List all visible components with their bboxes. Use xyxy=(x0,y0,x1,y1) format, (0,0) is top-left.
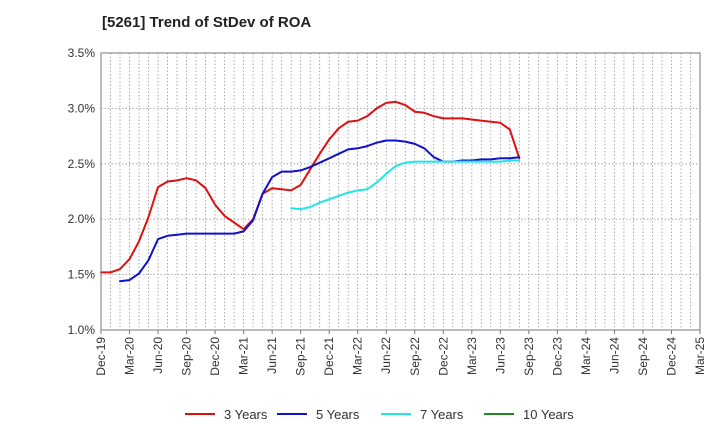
y-tick-label: 2.0% xyxy=(68,212,96,226)
x-tick-label: Sep-20 xyxy=(180,337,194,376)
x-axis: Dec-19 Mar-20 Jun-20 Sep-20 Dec-20 Mar-21 Jun-… xyxy=(94,330,707,376)
plot-frame xyxy=(100,52,701,331)
chart-title: [5261] Trend of StDev of ROA xyxy=(102,14,311,31)
x-tick-label: Jun-21 xyxy=(265,337,279,374)
y-tick-label: 3.0% xyxy=(68,101,96,115)
legend-label-1: 3 Years xyxy=(224,407,268,422)
grid xyxy=(101,52,700,330)
x-tick-label: Mar-20 xyxy=(123,337,137,375)
x-tick-label: Jun-22 xyxy=(379,337,393,374)
x-tick-label: Mar-25 xyxy=(693,337,707,375)
x-tick-label: Jun-24 xyxy=(607,337,621,374)
series-lines xyxy=(100,100,521,283)
y-tick-label: 3.5% xyxy=(68,46,96,60)
x-tick-label: Mar-22 xyxy=(351,337,365,375)
legend: 3 Years 5 Years 7 Years 10 Years xyxy=(185,407,574,422)
x-tick-label: Sep-21 xyxy=(294,337,308,376)
legend-label-2: 5 Years xyxy=(316,407,360,422)
x-tick-label: Jun-23 xyxy=(493,337,507,374)
x-tick-label: Mar-23 xyxy=(465,337,479,375)
y-axis: 1.0% 1.5% 2.0% 2.5% 3.0% 3.5% xyxy=(68,46,96,337)
x-tick-label: Dec-23 xyxy=(550,337,564,376)
x-tick-label: Dec-22 xyxy=(436,337,450,376)
x-tick-label: Jun-20 xyxy=(151,337,165,374)
x-tick-label: Dec-24 xyxy=(664,337,678,376)
y-tick-label: 2.5% xyxy=(68,157,96,171)
series-line-3 xyxy=(290,159,521,211)
y-tick-label: 1.0% xyxy=(68,323,96,337)
plot-area-border xyxy=(100,52,701,331)
x-tick-label: Dec-20 xyxy=(208,337,222,376)
x-tick-label: Sep-24 xyxy=(636,337,650,376)
x-tick-label: Dec-21 xyxy=(322,337,336,376)
legend-label-4: 10 Years xyxy=(523,407,574,422)
series-line-1 xyxy=(100,100,521,274)
legend-label-3: 7 Years xyxy=(420,407,464,422)
y-tick-label: 1.5% xyxy=(68,268,96,282)
x-tick-label: Mar-24 xyxy=(579,337,593,375)
x-tick-label: Sep-23 xyxy=(522,337,536,376)
x-tick-label: Mar-21 xyxy=(237,337,251,375)
x-tick-label: Dec-19 xyxy=(94,337,108,376)
x-tick-label: Sep-22 xyxy=(408,337,422,376)
